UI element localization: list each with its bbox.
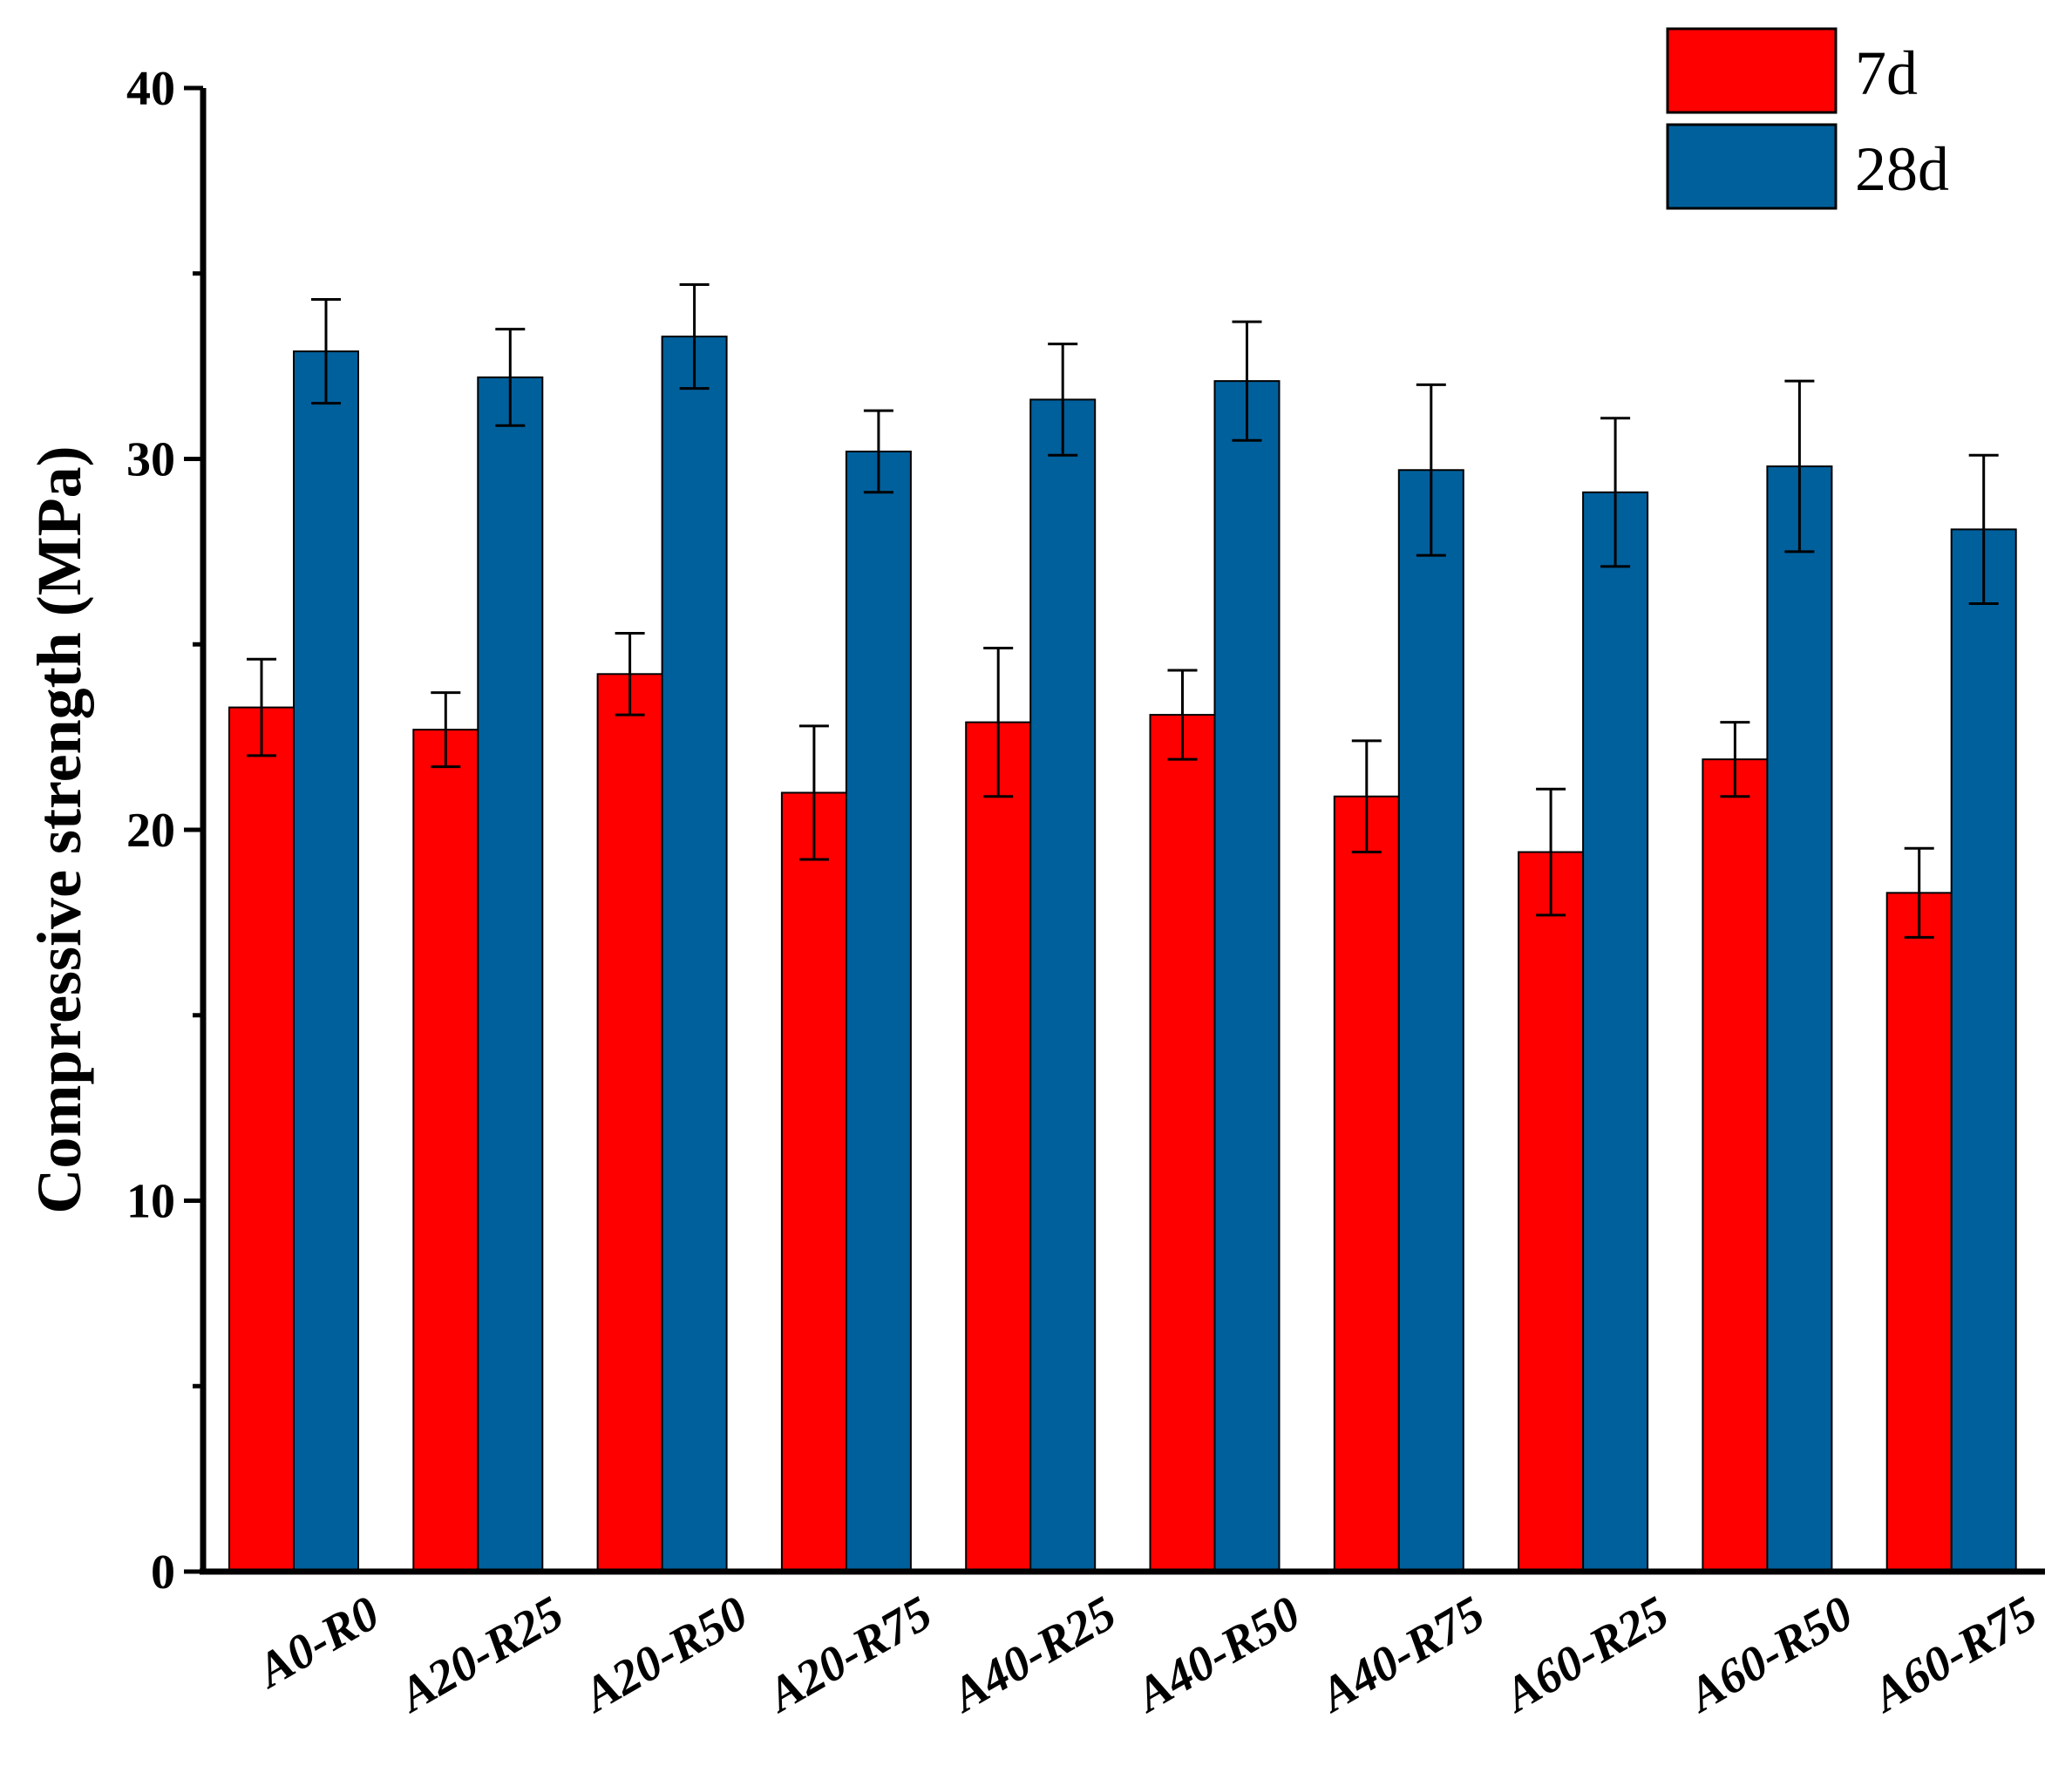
x-labels-layer: A0-R0 A20-R25 A20-R50 A20-R75 A40-R25 A40-R50… [247, 1586, 2047, 1724]
x-tick-label: A60-R75 [1862, 1586, 2046, 1724]
error-bar-7d-A40-R75 [1351, 739, 1382, 854]
bar-7d-A60-R75 [1885, 892, 1953, 1572]
x-tick-label: A20-R75 [757, 1586, 941, 1724]
error-bar-28d-A20-R50 [679, 283, 710, 390]
bar-7d-A0-R0 [228, 706, 295, 1572]
error-bar-7d-A20-R50 [615, 631, 645, 716]
y-tick-label: 0 [151, 1545, 175, 1599]
bar-7d-A60-R50 [1702, 758, 1769, 1572]
y-tick-label: 20 [126, 804, 175, 858]
x-tick-label: A20-R25 [388, 1586, 572, 1724]
y-axis-title: Compressive strength (MPa) [24, 445, 94, 1213]
error-bar-7d-A60-R25 [1536, 787, 1566, 917]
error-bars-layer [247, 283, 1999, 939]
error-bar-7d-A0-R0 [247, 657, 276, 757]
bar-7d-A20-R25 [412, 729, 479, 1572]
legend-label-7d: 7d [1855, 38, 1918, 108]
x-tick-label: A40-R50 [1125, 1586, 1309, 1724]
bar-7d-A40-R50 [1149, 714, 1216, 1572]
error-bar-28d-A0-R0 [311, 298, 341, 405]
x-tick-label: A40-R25 [941, 1586, 1124, 1724]
bar-28d-A60-R50 [1766, 465, 1833, 1572]
x-tick-label: A60-R50 [1677, 1586, 1861, 1724]
bar-7d-A40-R25 [965, 721, 1032, 1572]
y-tick-label: 30 [126, 433, 175, 487]
error-bar-7d-A60-R75 [1904, 846, 1934, 939]
y-tick-label: 10 [126, 1175, 175, 1229]
legend-swatch-7d [1666, 27, 1838, 114]
bar-28d-A60-R25 [1582, 491, 1649, 1572]
error-bar-28d-A60-R25 [1600, 417, 1631, 568]
x-tick-label: A40-R75 [1309, 1586, 1493, 1724]
error-bar-7d-A20-R25 [431, 691, 461, 769]
y-ticks-layer: 0 10 20 30 40 [126, 62, 203, 1599]
error-bar-7d-A40-R25 [983, 647, 1014, 798]
x-tick-label: A60-R25 [1493, 1586, 1677, 1724]
bar-7d-A20-R50 [596, 673, 663, 1572]
bar-28d-A0-R0 [293, 350, 359, 1573]
x-tick-label: A20-R50 [573, 1586, 757, 1724]
error-bar-28d-A20-R75 [863, 409, 893, 494]
error-bar-28d-A20-R25 [495, 328, 526, 427]
bar-28d-A40-R75 [1397, 469, 1464, 1572]
bars-layer [228, 336, 2017, 1573]
bar-28d-A40-R25 [1029, 398, 1097, 1572]
bar-28d-A20-R50 [661, 336, 728, 1573]
x-tick-label: A0-R0 [247, 1586, 389, 1700]
error-bar-7d-A40-R50 [1167, 669, 1198, 761]
bar-28d-A20-R25 [477, 376, 544, 1572]
y-tick-label: 40 [126, 62, 175, 116]
legend-swatch-28d [1666, 123, 1838, 210]
error-bar-7d-A60-R50 [1720, 721, 1750, 798]
error-bar-28d-A60-R50 [1784, 379, 1815, 553]
bar-28d-A40-R50 [1213, 380, 1281, 1572]
bar-7d-A60-R25 [1518, 851, 1585, 1572]
bar-7d-A40-R75 [1333, 795, 1400, 1572]
legend-label-28d: 28d [1855, 134, 1949, 204]
bar-28d-A60-R75 [1950, 528, 2017, 1572]
bar-28d-A20-R75 [845, 450, 912, 1572]
error-bar-28d-A60-R75 [1968, 453, 1999, 605]
error-bar-28d-A40-R50 [1232, 320, 1262, 442]
bar-7d-A20-R75 [780, 791, 847, 1572]
error-bar-28d-A40-R25 [1048, 343, 1078, 457]
error-bar-7d-A20-R75 [798, 724, 829, 861]
error-bar-28d-A40-R75 [1416, 383, 1446, 557]
